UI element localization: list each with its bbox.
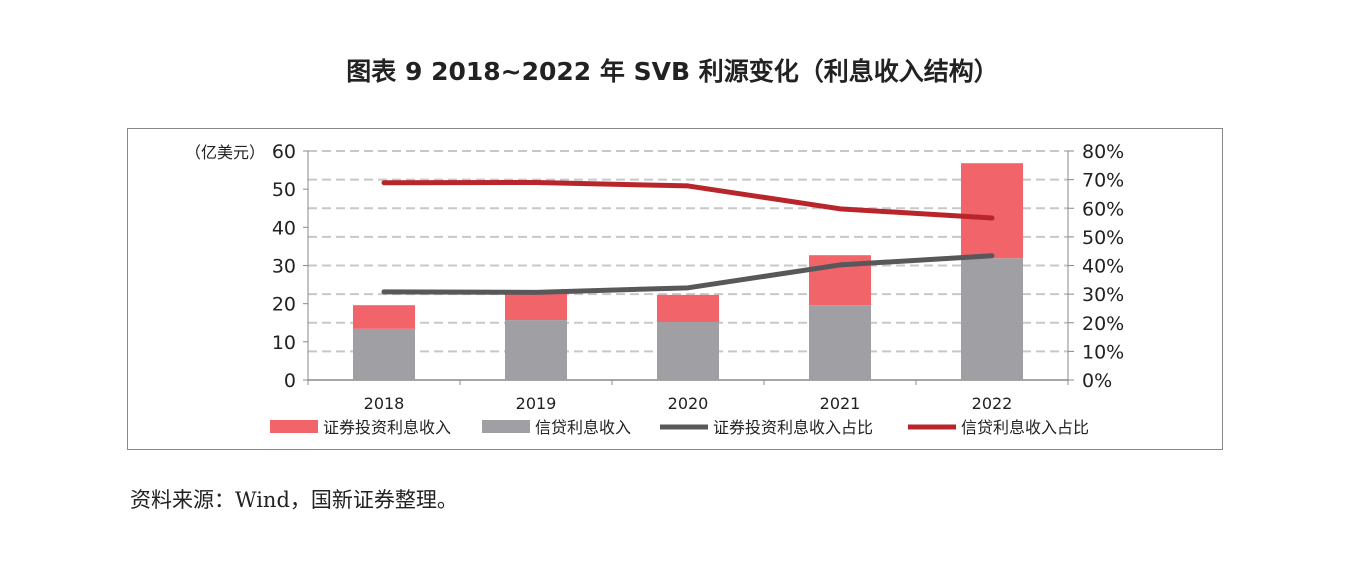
legend-swatch — [482, 420, 530, 433]
source-note: 资料来源：Wind，国新证券整理。 — [130, 488, 458, 512]
legend-label: 信贷利息收入 — [535, 418, 631, 437]
y2-tick-label: 70% — [1082, 170, 1124, 192]
line-series-0 — [381, 253, 995, 295]
chart-title: 图表 9 2018~2022 年 SVB 利源变化（利息收入结构） — [346, 57, 999, 86]
bar-2019-loan — [505, 320, 567, 380]
y2-tick-label: 50% — [1082, 227, 1124, 249]
x-tick-label: 2019 — [516, 394, 557, 413]
y-tick-label: 20 — [272, 294, 296, 316]
x-tick-label: 2021 — [820, 394, 861, 413]
y-axis-label: （亿美元） — [185, 143, 265, 162]
y2-tick-label: 80% — [1082, 141, 1124, 163]
legend-swatch — [270, 420, 318, 433]
y-tick-label: 60 — [272, 141, 296, 163]
y2-tick-label: 30% — [1082, 284, 1124, 306]
bar-2021-loan — [809, 305, 871, 380]
bar-2020-securities — [657, 294, 719, 322]
y2-tick-label: 10% — [1082, 341, 1124, 363]
x-tick-label: 2022 — [972, 394, 1013, 413]
y-tick-label: 30 — [272, 256, 296, 278]
y2-tick-label: 20% — [1082, 313, 1124, 335]
y-tick-label: 40 — [272, 217, 296, 239]
bar-2018-securities — [353, 305, 415, 329]
legend-label: 证券投资利息收入 — [323, 418, 451, 437]
y-tick-label: 10 — [272, 332, 296, 354]
bar-2020-loan — [657, 321, 719, 380]
x-tick-label: 2020 — [668, 394, 709, 413]
legend-label: 证券投资利息收入占比 — [713, 418, 873, 437]
y2-tick-label: 0% — [1082, 370, 1112, 392]
legend-label: 信贷利息收入占比 — [961, 418, 1089, 437]
chart-frame — [127, 128, 1223, 450]
y2-tick-label: 60% — [1082, 198, 1124, 220]
y-tick-label: 0 — [284, 370, 296, 392]
bar-2022-loan — [961, 258, 1023, 380]
y2-tick-label: 40% — [1082, 256, 1124, 278]
bar-2018-loan — [353, 328, 415, 380]
line-series-1 — [381, 179, 995, 221]
bar-2022-securities — [961, 163, 1023, 259]
x-tick-label: 2018 — [364, 394, 405, 413]
y-tick-label: 50 — [272, 179, 296, 201]
bar-2019-securities — [505, 292, 567, 321]
